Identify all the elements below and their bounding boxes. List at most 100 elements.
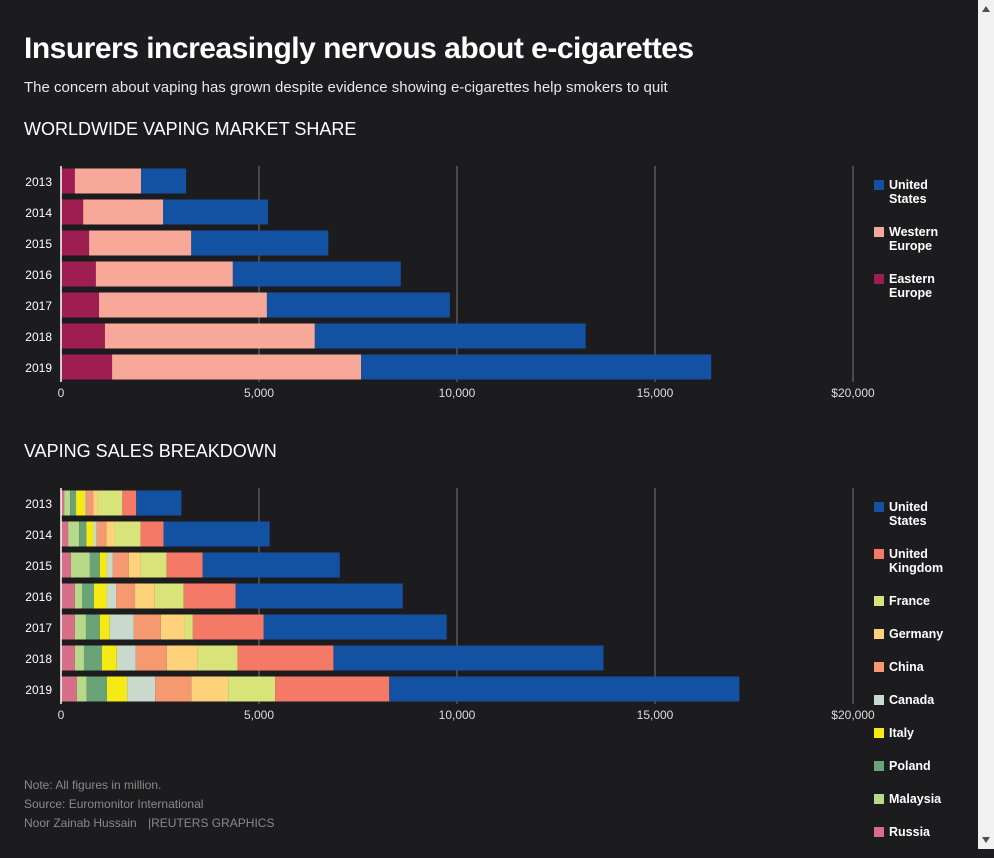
bar-segment bbox=[61, 292, 100, 318]
bar-segment bbox=[74, 614, 86, 640]
bar-segment bbox=[86, 490, 94, 516]
bar-segment bbox=[235, 583, 403, 609]
legend-swatch bbox=[874, 761, 884, 771]
y-tick-label: 2017 bbox=[25, 621, 52, 635]
bar-segment bbox=[314, 323, 586, 349]
credit: |REUTERS GRAPHICS bbox=[148, 816, 275, 830]
bar-segment bbox=[97, 490, 123, 516]
bar-segment bbox=[61, 583, 75, 609]
bar-segment bbox=[74, 583, 82, 609]
bar-segment bbox=[333, 645, 604, 671]
bar-segment bbox=[112, 354, 362, 380]
bar-segment bbox=[163, 199, 269, 225]
y-tick-label: 2018 bbox=[25, 330, 52, 344]
bar-segment bbox=[104, 323, 315, 349]
bar-segment bbox=[116, 583, 136, 609]
scroll-up[interactable] bbox=[982, 6, 990, 12]
legend-label: United States bbox=[889, 178, 928, 206]
bar-segment bbox=[140, 552, 167, 578]
x-tick-label: 10,000 bbox=[439, 386, 476, 400]
legend: United States Western Europe Eastern Europ… bbox=[874, 178, 954, 319]
legend-swatch bbox=[874, 549, 884, 559]
legend-swatch bbox=[874, 274, 884, 284]
y-tick-label: 2019 bbox=[25, 361, 52, 375]
y-tick-label: 2013 bbox=[25, 175, 52, 189]
bar-segment bbox=[61, 645, 75, 671]
bar-segment bbox=[101, 645, 117, 671]
bar-segment bbox=[361, 354, 712, 380]
bar-segment bbox=[70, 552, 90, 578]
legend-item: Germany bbox=[874, 627, 954, 641]
chart-title: WORLDWIDE VAPING MARKET SHARE bbox=[24, 119, 357, 139]
scrollbar[interactable] bbox=[978, 0, 994, 849]
legend-item: France bbox=[874, 594, 954, 608]
x-tick-label: 5,000 bbox=[244, 708, 274, 722]
bar-segment bbox=[389, 676, 740, 702]
bar-segment bbox=[99, 292, 267, 318]
y-tick-label: 2018 bbox=[25, 652, 52, 666]
y-tick-label: 2015 bbox=[25, 559, 52, 573]
bar-segment bbox=[61, 354, 113, 380]
legend-swatch bbox=[874, 695, 884, 705]
legend-swatch bbox=[874, 596, 884, 606]
bar-segment bbox=[140, 168, 187, 194]
legend-swatch bbox=[874, 662, 884, 672]
legend-label: Russia bbox=[889, 825, 930, 839]
bar-segment bbox=[79, 521, 87, 547]
y-tick-label: 2016 bbox=[25, 268, 52, 282]
x-tick-label: 0 bbox=[58, 708, 65, 722]
bar-segment bbox=[95, 261, 233, 287]
x-tick-label: 10,000 bbox=[439, 708, 476, 722]
legend-swatch bbox=[874, 827, 884, 837]
legend-item: United Kingdom bbox=[874, 547, 954, 575]
legend-label: United States bbox=[889, 500, 928, 528]
bar-segment bbox=[61, 261, 96, 287]
bar-segment bbox=[99, 614, 110, 640]
bar-segment bbox=[136, 490, 182, 516]
bar-segment bbox=[81, 583, 94, 609]
bar-segment bbox=[133, 614, 161, 640]
scroll-down[interactable] bbox=[982, 837, 990, 843]
y-tick-label: 2014 bbox=[25, 206, 52, 220]
bar-segment bbox=[96, 521, 107, 547]
bar-segment bbox=[197, 645, 238, 671]
bar-segment bbox=[116, 645, 136, 671]
bar-segment bbox=[135, 645, 167, 671]
bar-segment bbox=[106, 676, 128, 702]
bar-segment bbox=[86, 521, 94, 547]
legend-swatch bbox=[874, 629, 884, 639]
x-tick-label: 5,000 bbox=[244, 386, 274, 400]
legend-label: Canada bbox=[889, 693, 935, 707]
page-subtitle: The concern about vaping has grown despi… bbox=[24, 79, 668, 96]
bar-segment bbox=[166, 552, 203, 578]
legend-item: United States bbox=[874, 178, 954, 206]
bar-segment bbox=[154, 583, 184, 609]
bar-segment bbox=[61, 199, 84, 225]
bar-segment bbox=[93, 521, 97, 547]
legend-label: Malaysia bbox=[889, 792, 942, 806]
bar-segment bbox=[85, 490, 87, 516]
bar-segment bbox=[61, 168, 75, 194]
legend-item: Eastern Europe bbox=[874, 272, 954, 300]
y-tick-label: 2014 bbox=[25, 528, 52, 542]
legend-item: Poland bbox=[874, 759, 954, 773]
legend-item: United States bbox=[874, 500, 954, 528]
bar-segment bbox=[192, 614, 264, 640]
bar-segment bbox=[140, 521, 164, 547]
bar-segment bbox=[114, 521, 141, 547]
legend-label: Italy bbox=[889, 726, 915, 740]
bar-segment bbox=[155, 676, 192, 702]
bar-segment bbox=[166, 645, 198, 671]
bar-segment bbox=[76, 490, 86, 516]
bar-segment bbox=[86, 676, 107, 702]
legend-label: France bbox=[889, 594, 930, 608]
bar-segment bbox=[184, 614, 193, 640]
bar-segment bbox=[85, 614, 100, 640]
legend-label: Germany bbox=[889, 627, 944, 641]
legend-item: Malaysia bbox=[874, 792, 954, 806]
bar-segment bbox=[191, 230, 329, 256]
x-tick-label: 15,000 bbox=[637, 708, 674, 722]
source: Source: Euromonitor International bbox=[24, 797, 204, 811]
